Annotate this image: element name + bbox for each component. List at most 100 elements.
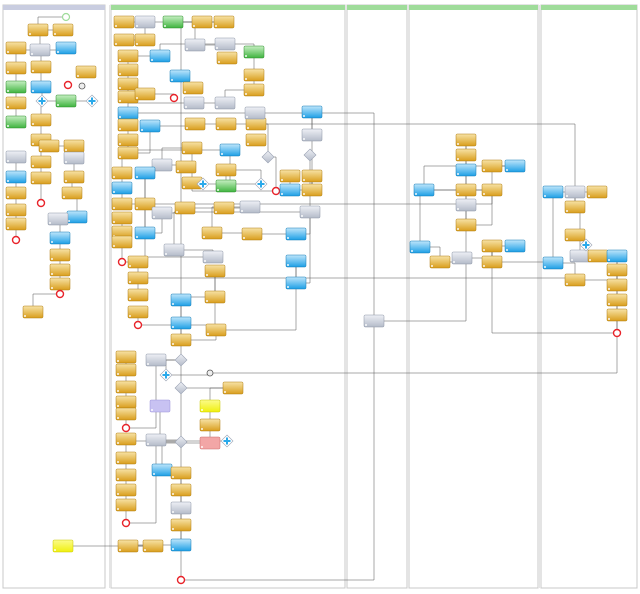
task[interactable]	[22, 305, 44, 319]
parallel-gateway[interactable]	[196, 177, 210, 191]
intermediate-event[interactable]	[78, 82, 86, 90]
task[interactable]	[117, 539, 139, 553]
task[interactable]	[127, 305, 149, 319]
service-task[interactable]	[5, 170, 27, 184]
task[interactable]	[564, 200, 586, 214]
subprocess-task[interactable]	[564, 185, 586, 199]
service-task[interactable]	[151, 463, 173, 477]
task[interactable]	[111, 235, 133, 249]
task[interactable]	[49, 277, 71, 291]
end-event[interactable]	[55, 289, 65, 299]
subprocess-task[interactable]	[145, 353, 167, 367]
task[interactable]	[455, 183, 477, 197]
task[interactable]	[115, 468, 137, 482]
task[interactable]	[111, 166, 133, 180]
task[interactable]	[191, 15, 213, 29]
task[interactable]	[481, 239, 503, 253]
task[interactable]	[5, 217, 27, 231]
task[interactable]	[49, 248, 71, 262]
task[interactable]	[606, 308, 628, 322]
subprocess-task[interactable]	[47, 212, 69, 226]
task[interactable]	[213, 15, 235, 29]
task[interactable]	[215, 117, 237, 131]
task[interactable]	[115, 363, 137, 377]
task[interactable]	[204, 264, 226, 278]
task[interactable]	[245, 117, 267, 131]
subprocess-task[interactable]	[569, 249, 591, 263]
task[interactable]	[117, 133, 139, 147]
service-task[interactable]	[301, 105, 323, 119]
end-event[interactable]	[271, 186, 281, 196]
end-event[interactable]	[121, 423, 131, 433]
task[interactable]	[216, 51, 238, 65]
task[interactable]	[111, 197, 133, 211]
note-task[interactable]	[52, 539, 74, 553]
task[interactable]	[564, 228, 586, 242]
task[interactable]	[134, 197, 156, 211]
task[interactable]	[117, 77, 139, 91]
end-event[interactable]	[612, 328, 622, 338]
task[interactable]	[455, 148, 477, 162]
task[interactable]	[63, 139, 85, 153]
task[interactable]	[117, 146, 139, 160]
task[interactable]	[111, 211, 133, 225]
approval-task[interactable]	[5, 115, 27, 129]
parallel-gateway[interactable]	[254, 177, 268, 191]
exclusive-gateway[interactable]	[303, 148, 317, 162]
service-task[interactable]	[504, 239, 526, 253]
task[interactable]	[245, 133, 267, 147]
service-task[interactable]	[542, 256, 564, 270]
subprocess-task[interactable]	[239, 200, 261, 214]
task[interactable]	[113, 33, 135, 47]
subprocess-task[interactable]	[170, 501, 192, 515]
approval-task[interactable]	[162, 15, 184, 29]
task[interactable]	[30, 171, 52, 185]
service-task[interactable]	[169, 69, 191, 83]
service-task[interactable]	[413, 183, 435, 197]
parallel-gateway[interactable]	[85, 94, 99, 108]
service-task[interactable]	[606, 249, 628, 263]
end-event[interactable]	[36, 198, 46, 208]
task[interactable]	[301, 183, 323, 197]
end-event[interactable]	[11, 235, 21, 245]
note-task[interactable]	[199, 399, 221, 413]
task[interactable]	[213, 201, 235, 215]
subprocess-task[interactable]	[202, 250, 224, 264]
task[interactable]	[75, 65, 97, 79]
task[interactable]	[134, 33, 156, 47]
task[interactable]	[115, 451, 137, 465]
end-event[interactable]	[176, 575, 186, 585]
task[interactable]	[301, 169, 323, 183]
end-event[interactable]	[169, 93, 179, 103]
task[interactable]	[170, 333, 192, 347]
task[interactable]	[30, 113, 52, 127]
service-task[interactable]	[139, 119, 161, 133]
subprocess-task[interactable]	[151, 206, 173, 220]
task[interactable]	[30, 155, 52, 169]
task[interactable]	[115, 350, 137, 364]
task[interactable]	[5, 61, 27, 75]
task[interactable]	[170, 466, 192, 480]
task[interactable]	[564, 273, 586, 287]
approval-task[interactable]	[215, 179, 237, 193]
task[interactable]	[455, 133, 477, 147]
parallel-gateway[interactable]	[159, 368, 173, 382]
task[interactable]	[279, 169, 301, 183]
task[interactable]	[27, 23, 49, 37]
task[interactable]	[199, 418, 221, 432]
service-task[interactable]	[66, 210, 88, 224]
service-task[interactable]	[285, 276, 307, 290]
task[interactable]	[243, 68, 265, 82]
task[interactable]	[243, 83, 265, 97]
end-event[interactable]	[133, 320, 143, 330]
subprocess-task[interactable]	[145, 433, 167, 447]
task[interactable]	[5, 96, 27, 110]
task[interactable]	[241, 227, 263, 241]
subprocess-task[interactable]	[214, 96, 236, 110]
task[interactable]	[127, 288, 149, 302]
task[interactable]	[175, 160, 197, 174]
service-task[interactable]	[30, 80, 52, 94]
subprocess-task[interactable]	[63, 151, 85, 165]
task[interactable]	[127, 255, 149, 269]
task[interactable]	[134, 87, 156, 101]
